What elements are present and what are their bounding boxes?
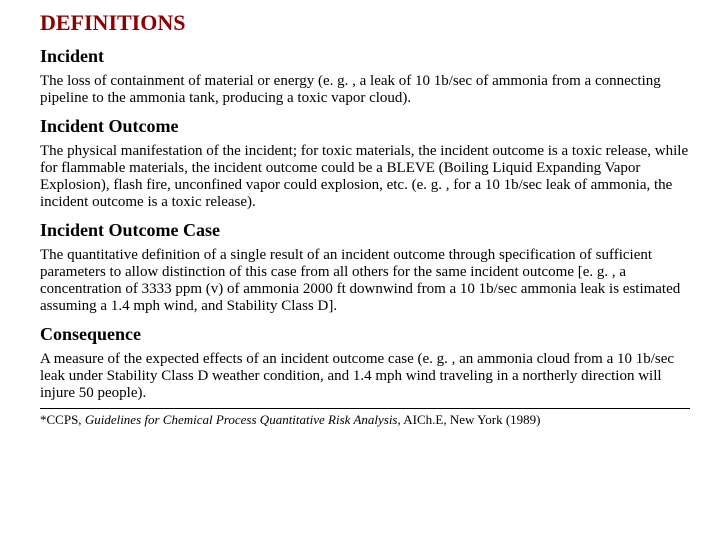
footnote: *CCPS, Guidelines for Chemical Process Q…: [40, 412, 690, 428]
footnote-italic: Guidelines for Chemical Process Quantita…: [85, 412, 398, 427]
footnote-prefix: *CCPS,: [40, 412, 85, 427]
section-body: A measure of the expected effects of an …: [40, 351, 690, 403]
section-heading: Incident Outcome Case: [40, 220, 690, 241]
main-title: DEFINITIONS: [40, 10, 690, 36]
divider: [40, 408, 690, 409]
section-body: The physical manifestation of the incide…: [40, 143, 690, 212]
document-page: DEFINITIONS Incident The loss of contain…: [0, 0, 720, 438]
section-heading: Incident Outcome: [40, 116, 690, 137]
section-body: The loss of containment of material or e…: [40, 73, 690, 108]
section-body: The quantitative definition of a single …: [40, 247, 690, 316]
footnote-suffix: , AICh.E, New York (1989): [398, 412, 541, 427]
section-heading: Incident: [40, 46, 690, 67]
section-heading: Consequence: [40, 324, 690, 345]
